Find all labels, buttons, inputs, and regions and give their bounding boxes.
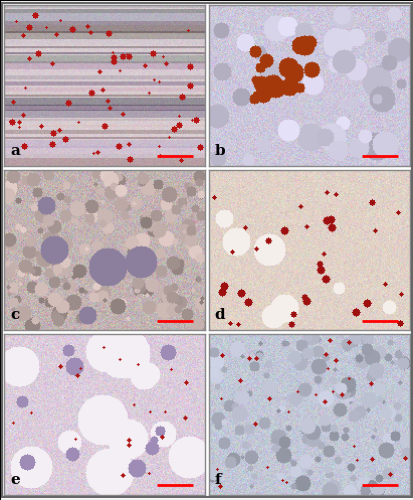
Text: c: c bbox=[10, 308, 19, 322]
Text: f: f bbox=[214, 473, 221, 487]
Text: e: e bbox=[10, 473, 20, 487]
Text: a: a bbox=[10, 144, 20, 158]
Text: d: d bbox=[214, 308, 225, 322]
Text: b: b bbox=[214, 144, 225, 158]
